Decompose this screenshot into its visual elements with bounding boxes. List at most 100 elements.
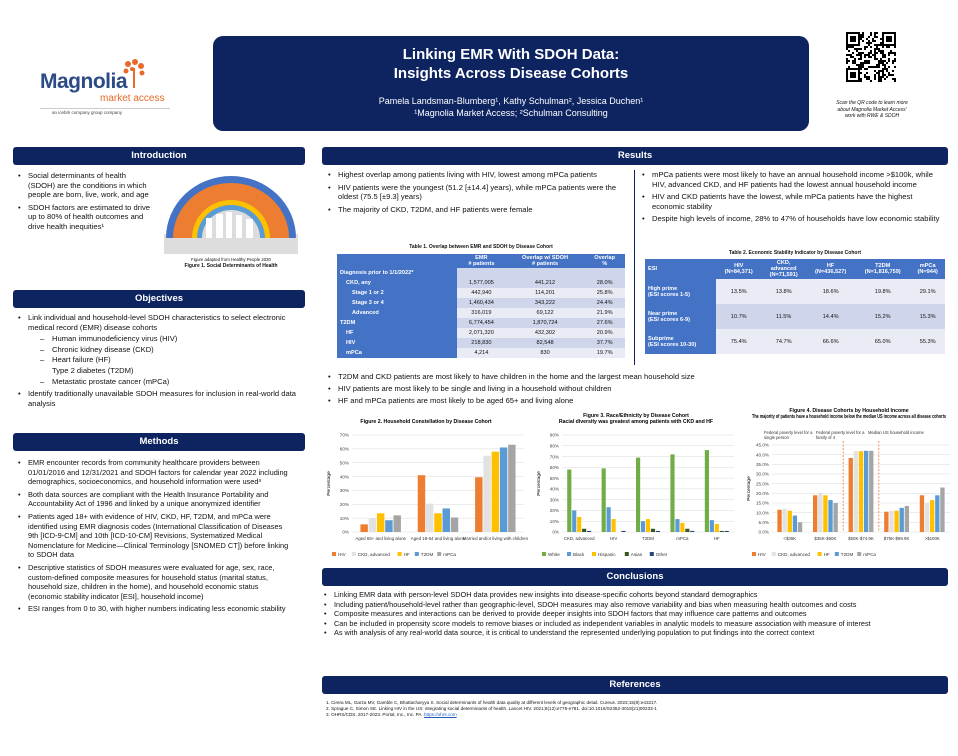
table2-header-cell: HF (N=436,527) — [806, 259, 856, 279]
table1-emr-cell: 218,830 — [457, 338, 506, 348]
table2-value-cell: 65.0% — [855, 329, 911, 354]
legend-label: Asian — [631, 552, 643, 557]
list-item: The majority of CKD, T2DM, and HF patien… — [326, 205, 626, 215]
sub-item: Human immunodeficiency virus (HIV) — [28, 334, 301, 344]
table1-pct-cell: 20.9% — [584, 328, 625, 338]
table2-value-cell: 13.8% — [761, 279, 807, 304]
y-tick-label: 60% — [340, 447, 349, 452]
affiliations: ¹Magnolia Market Access; ²Schulman Consu… — [414, 108, 608, 118]
legend-label: T2DM — [421, 552, 434, 557]
table-row: Subprime (ESI scores 10-30) 75.4% 74.7% 66.… — [645, 329, 945, 354]
bar-asian — [582, 528, 587, 532]
reference-link[interactable]: https://ohrs.com — [423, 712, 457, 718]
table1-emr-cell: 316,019 — [457, 308, 506, 318]
bar-mpca — [940, 487, 945, 532]
table1-row-label: CKD, any — [337, 278, 458, 288]
table1-emr-cell: 1,460,434 — [457, 298, 506, 308]
table1-pct-cell: 25.8% — [584, 288, 625, 298]
table2-value-cell: 15.3% — [910, 304, 945, 329]
logo: Magnolia market access an icebrk company… — [38, 58, 178, 120]
bar-hiv — [417, 475, 426, 532]
legend-label: Hispanic — [598, 552, 616, 557]
table-row: Stage 3 or 4 1,460,434 343,222 24.4% — [337, 298, 625, 308]
sub-item: Metastatic prostate cancer (mPCa) — [28, 377, 301, 387]
list-item: EMR encounter records from community hea… — [16, 458, 291, 487]
y-tick-label: 30% — [550, 497, 559, 502]
table-row: Near prime (ESI scores 6-9) 10.7% 11.5% 14.… — [645, 304, 945, 329]
table-row: T2DM 6,774,454 1,870,724 27.6% — [337, 318, 625, 328]
figure1-caption: Figure 1. Social Determinants of Health — [184, 263, 278, 269]
table2-value-cell: 19.8% — [855, 279, 911, 304]
y-tick-label: 40.0% — [756, 452, 769, 457]
figure3-chart: Figure 3. Race/Ethnicity by Disease Coho… — [536, 413, 734, 557]
table1-row-label: Advanced — [337, 308, 458, 318]
legend-label: mPCa — [443, 552, 456, 557]
table-row: Advanced 316,019 69,122 21.9% — [337, 308, 625, 318]
logo-tagline: an icebrk company group company — [52, 110, 123, 115]
legend-label: HIV — [758, 552, 767, 557]
legend-swatch — [649, 552, 654, 556]
title-banner: Linking EMR With SDOH Data: Insights Acr… — [213, 36, 809, 131]
table1-row-label: mPCa — [337, 348, 458, 358]
bar-white — [636, 457, 641, 532]
table1-emr-cell: 6,774,454 — [457, 318, 506, 328]
table1-row-label: HF — [337, 328, 458, 338]
table1-row-label: Stage 3 or 4 — [337, 298, 458, 308]
x-tick-label: mPCa — [676, 536, 689, 541]
legend-label: CKD, advanced — [778, 552, 811, 557]
list-item: SDOH factors are estimated to drive up t… — [16, 203, 154, 232]
chart-annotation: Federal poverty level for a family of 4 — [816, 430, 864, 440]
list-item: HIV patients are most likely to be singl… — [326, 384, 946, 393]
list-item: Link individual and household-level SDOH… — [16, 313, 301, 386]
y-tick-label: 80% — [550, 443, 559, 448]
table2-header-row: ESI HIV (N=84,371) CKD, advanced (N=71,591… — [645, 259, 945, 279]
chart-title: Figure 2. Household Constellation by Dis… — [360, 419, 491, 425]
conclusions-bullets: Linking EMR data with person-level SDOH … — [322, 590, 952, 639]
table1-overlap-cell: 441,212 — [505, 278, 585, 288]
table2-header-cell: T2DM (N=1,816,759) — [855, 259, 911, 279]
bar-hispanic — [645, 519, 651, 532]
table1-overlap-cell: 343,222 — [505, 298, 585, 308]
bar-other — [655, 530, 660, 532]
bar-hispanic — [577, 516, 582, 532]
table1-pct-cell: 24.4% — [584, 298, 625, 308]
bar-mpca — [393, 515, 401, 532]
list-item: Highest overlap among patients living wi… — [326, 170, 626, 180]
table1-header-cell — [337, 254, 458, 268]
bar-mpca — [450, 517, 459, 532]
table1-section-fill — [457, 268, 625, 278]
bar-mpca — [833, 503, 838, 532]
bar-t2dm — [863, 450, 869, 532]
bar-hispanic — [611, 519, 616, 532]
x-tick-label: <$35K — [783, 536, 796, 541]
list-item: As with analysis of any real-world data … — [322, 628, 952, 638]
table2-value-cell: 74.7% — [761, 329, 807, 354]
bar-ckd-advanced — [368, 518, 377, 532]
y-axis-label: Percentage — [536, 471, 542, 496]
table1-section-row: Diagnosis prior to 1/1/2022* — [337, 268, 625, 278]
legend-label: HF — [404, 552, 410, 557]
bar-asian — [650, 528, 656, 532]
results-wide-bullets: T2DM and CKD patients are most likely to… — [326, 372, 946, 408]
legend-label: mPCa — [863, 552, 876, 557]
y-tick-label: 20% — [340, 502, 349, 507]
bar-ckd-advanced — [426, 503, 434, 532]
bar-t2dm — [385, 520, 393, 532]
qr-code[interactable] — [846, 32, 896, 92]
references-header: References — [322, 676, 948, 694]
y-tick-label: 70% — [550, 454, 559, 459]
legend-swatch — [397, 552, 402, 556]
sub-item: Heart failure (HF) — [28, 355, 301, 365]
objectives-bullets: Link individual and household-level SDOH… — [16, 313, 301, 411]
qr-caption: Scan the QR code to learn more about Mag… — [836, 100, 908, 119]
bar-mpca — [508, 444, 516, 532]
poster-title-line2: Insights Across Disease Cohorts — [393, 65, 629, 82]
table-row: CKD, any 1,577,005 441,212 28.0% — [337, 278, 625, 288]
table2-value-cell: 14.4% — [806, 304, 856, 329]
chart-title: Figure 4. Disease Cohorts by Household I… — [789, 408, 908, 414]
y-tick-label: 50% — [340, 460, 349, 465]
y-tick-label: 10% — [550, 519, 559, 524]
results-header: Results — [322, 147, 948, 165]
annotation-text: Federal poverty level for a single perso… — [764, 430, 813, 440]
y-tick-label: 5.0% — [759, 520, 769, 525]
